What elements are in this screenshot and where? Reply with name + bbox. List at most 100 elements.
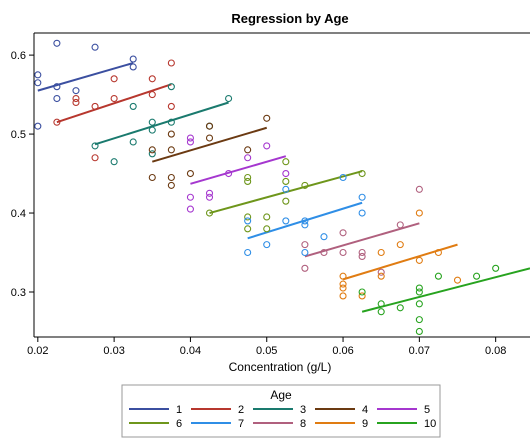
data-point-age-4 (167, 181, 175, 189)
data-point-age-10 (415, 284, 423, 292)
x-axis-label: Concentration (g/L) (229, 360, 332, 374)
data-point-age-2 (53, 118, 61, 126)
data-point-age-5 (186, 205, 194, 213)
y-tick-label: 0.6 (11, 50, 26, 62)
data-point-age-9 (396, 241, 404, 249)
data-point-age-6 (205, 209, 214, 217)
fit-line-age-5 (190, 155, 287, 185)
data-point-age-4 (244, 146, 252, 154)
fit-line-age-4 (151, 126, 268, 163)
data-point-age-9 (415, 209, 423, 217)
fit-line-age-2 (56, 83, 172, 124)
data-point-age-4 (205, 122, 214, 130)
data-point-age-5 (186, 134, 194, 142)
data-point-age-1 (53, 83, 61, 91)
axis-ticks: 0.02 0.03 0.04 0.05 0.06 0.07 0.08 0.3 0.4 0.5 0.6 (11, 50, 507, 357)
plot-frame (33, 32, 530, 338)
data-point-age-1 (34, 122, 42, 130)
legend-label-age-5: 5 (424, 404, 430, 416)
legend-label-age-3: 3 (300, 404, 306, 416)
data-point-age-10 (358, 288, 366, 296)
data-point-age-3 (225, 94, 233, 103)
data-point-age-7 (244, 248, 252, 257)
data-point-age-8 (339, 248, 347, 257)
data-point-age-4 (186, 170, 194, 178)
data-point-age-9 (339, 280, 347, 288)
data-point-age-1 (129, 55, 137, 63)
regression-lines (37, 62, 530, 313)
data-point-age-1 (34, 71, 42, 79)
data-point-age-8 (301, 264, 309, 272)
data-point-age-6 (282, 177, 290, 185)
x-tick-label: 0.04 (180, 345, 201, 357)
data-point-age-7 (263, 241, 271, 249)
data-point-age-7 (282, 185, 290, 193)
data-point-age-6 (244, 213, 252, 221)
y-tick-label: 0.3 (11, 287, 26, 299)
data-point-age-9 (377, 248, 385, 257)
data-point-age-7 (301, 217, 309, 225)
data-point-age-10 (396, 304, 404, 312)
data-point-age-9 (339, 284, 347, 292)
data-point-age-4 (148, 173, 156, 182)
data-point-age-8 (377, 268, 385, 276)
data-point-age-2 (148, 75, 156, 83)
data-point-age-7 (358, 193, 366, 201)
legend: Age 1 2 3 4 5 6 7 8 9 10 (121, 384, 441, 438)
data-point-age-7 (301, 248, 309, 257)
legend-box (121, 384, 441, 438)
data-point-age-9 (434, 248, 442, 257)
data-point-age-9 (358, 292, 366, 300)
x-tick-label: 0.03 (103, 345, 124, 357)
data-point-age-6 (263, 213, 271, 221)
fit-line-age-1 (37, 62, 134, 92)
data-point-age-7 (301, 221, 309, 229)
y-tick-label: 0.4 (11, 208, 26, 220)
data-point-age-10 (415, 327, 423, 336)
data-point-age-3 (110, 158, 118, 166)
data-point-age-9 (415, 256, 423, 264)
data-point-age-4 (167, 173, 175, 182)
data-point-age-3 (91, 142, 99, 150)
data-point-age-7 (282, 217, 290, 225)
data-point-age-4 (167, 146, 175, 154)
legend-label-age-7: 7 (238, 418, 244, 430)
data-point-age-10 (434, 272, 442, 280)
data-point-age-5 (186, 193, 194, 201)
x-tick-label: 0.08 (485, 345, 506, 357)
x-tick-label: 0.05 (256, 345, 277, 357)
legend-label-age-10: 10 (424, 418, 436, 430)
data-point-age-10 (377, 300, 385, 308)
data-point-age-1 (72, 87, 80, 95)
fit-line-age-8 (304, 222, 420, 258)
legend-items: 1 2 3 4 5 6 7 8 9 10 (129, 404, 436, 430)
data-point-age-8 (396, 221, 404, 229)
data-point-age-6 (244, 173, 252, 182)
data-point-age-5 (205, 193, 214, 201)
data-point-age-2 (91, 154, 99, 162)
data-point-age-2 (91, 102, 99, 110)
data-point-age-7 (244, 217, 252, 225)
data-point-age-10 (492, 264, 500, 272)
data-point-age-4 (205, 134, 214, 142)
data-point-age-9 (453, 276, 462, 284)
data-point-age-1 (129, 63, 137, 71)
fit-line-age-7 (247, 201, 363, 240)
data-points (34, 39, 500, 336)
data-point-age-10 (415, 316, 423, 324)
data-point-age-6 (244, 177, 252, 185)
data-point-age-4 (167, 130, 175, 138)
data-point-age-8 (415, 185, 423, 193)
data-point-age-5 (225, 170, 233, 178)
data-point-age-7 (320, 233, 328, 241)
data-point-age-5 (186, 138, 194, 146)
data-point-age-10 (415, 300, 423, 308)
legend-title: Age (270, 388, 292, 402)
data-point-age-1 (53, 39, 61, 47)
y-tick-label: 0.5 (11, 129, 26, 141)
data-point-age-4 (263, 114, 271, 122)
data-point-age-3 (167, 118, 175, 126)
data-point-age-3 (129, 138, 137, 146)
data-point-age-8 (358, 252, 366, 261)
